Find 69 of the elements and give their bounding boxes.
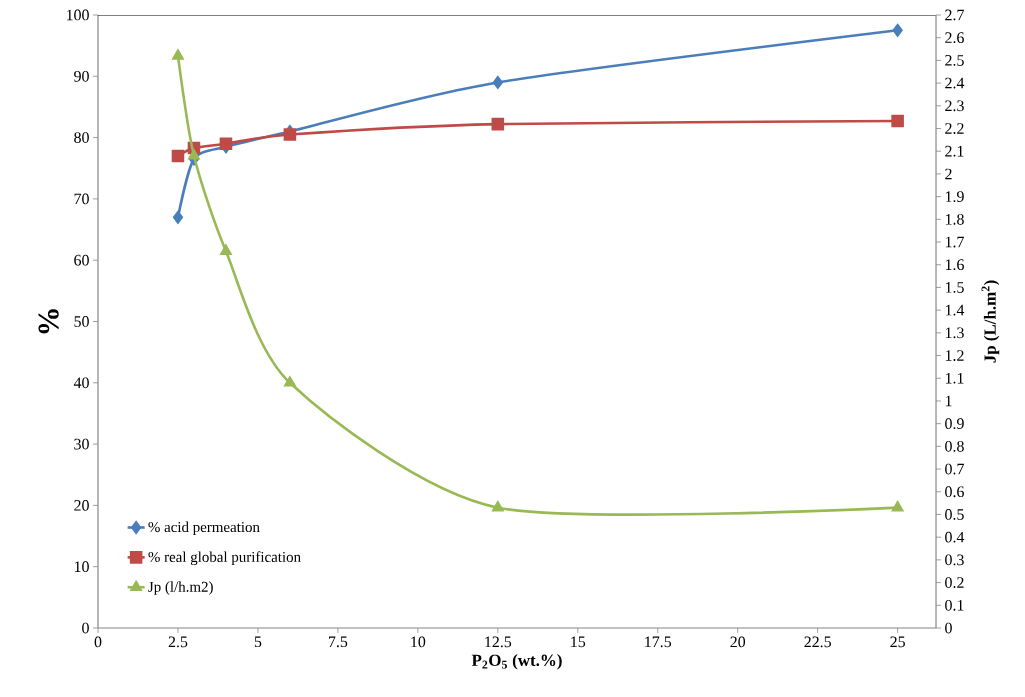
point: [491, 117, 505, 131]
y2-tick-label: 2.7: [945, 9, 964, 21]
y2-tick-label: 0.9: [945, 418, 964, 430]
y2-tick-label: 1.8: [945, 213, 964, 225]
y2-tick-label: 0.7: [945, 463, 964, 475]
point: [284, 376, 296, 387]
point: [891, 114, 904, 128]
legend-label: % real global purification: [148, 551, 301, 566]
y2-tick-label: 2.3: [945, 100, 964, 112]
y2-tick-label: 1.9: [945, 191, 964, 203]
y2-tick-label: 0: [945, 622, 952, 634]
point: [892, 24, 903, 37]
y2-tick-label: 0.4: [945, 531, 965, 543]
y2-tick-label: 1.1: [945, 372, 964, 384]
y2-tick-label: 0.5: [945, 509, 964, 520]
y2-tick-label: 2.1: [945, 145, 964, 157]
point: [188, 149, 200, 160]
x-tick-label: 17.5: [645, 636, 672, 648]
point: [220, 244, 232, 255]
y-tick-label: 40: [73, 377, 89, 389]
point: [172, 49, 184, 60]
y2-tick-label: 1.3: [945, 327, 964, 339]
y-tick-label: 100: [67, 9, 89, 21]
x-axis-title: P$_{2}$O$_{5}$ (wt.%): [471, 654, 562, 670]
y2-tick-label: 1.2: [945, 350, 964, 361]
x-tick-label: 2.5: [168, 636, 188, 648]
y2-tick-label: 0.3: [945, 554, 964, 566]
y2-tick-label: 2.4: [945, 77, 965, 89]
y2-tick-label: 0.6: [945, 486, 964, 498]
x-tick-label: 20: [730, 636, 746, 648]
y2-tick-label: 1.4: [945, 304, 965, 316]
y2-tick-label: 2: [945, 168, 952, 180]
x-tick-label: 15: [571, 636, 586, 648]
point: [492, 501, 504, 512]
legend-label: Jp (l/h.m2): [148, 581, 213, 595]
x-tick-label: 5: [254, 636, 262, 648]
x-tick-label: 0: [94, 636, 102, 648]
y2-tick-label: 0.8: [945, 440, 964, 452]
y-tick-label: 0: [82, 622, 89, 634]
y2-tick-label: 1.5: [945, 282, 964, 293]
point: [492, 76, 503, 89]
y-tick-label: 90: [74, 70, 89, 82]
x-tick-label: 22.5: [804, 636, 831, 648]
y2-axis-title: Jp (L/h.m$^{2}$): [981, 280, 1000, 363]
x-tick-label: 7.5: [328, 636, 348, 648]
y2-tick-label: 2.2: [945, 123, 964, 134]
y-tick-label: 10: [74, 561, 89, 573]
y2-tick-label: 2.5: [945, 55, 964, 66]
y-tick-label: 50: [74, 316, 89, 327]
point: [171, 149, 185, 163]
x-tick-label: 12.5: [485, 636, 512, 648]
y2-tick-label: 1.7: [945, 236, 964, 248]
y-tick-label: 30: [74, 438, 89, 450]
y2-tick-label: 2.6: [945, 32, 964, 44]
x-tick-label: 10: [411, 636, 426, 648]
point: [219, 137, 233, 150]
legend-label: % acid permeation: [148, 521, 260, 536]
y2-tick-label: 0.2: [945, 577, 964, 588]
y-axis-title: %: [38, 309, 59, 334]
y2-tick-label: 1.6: [945, 259, 964, 271]
y2-tick-label: 1: [945, 395, 952, 407]
y-tick-label: 20: [74, 500, 89, 511]
point: [172, 211, 183, 224]
x-tick-label: 25: [890, 636, 905, 648]
y-tick-label: 60: [74, 254, 89, 266]
point: [892, 501, 904, 512]
y-tick-label: 80: [74, 132, 89, 143]
y2-tick-label: 0.1: [945, 599, 964, 611]
y-tick-label: 70: [74, 193, 89, 205]
